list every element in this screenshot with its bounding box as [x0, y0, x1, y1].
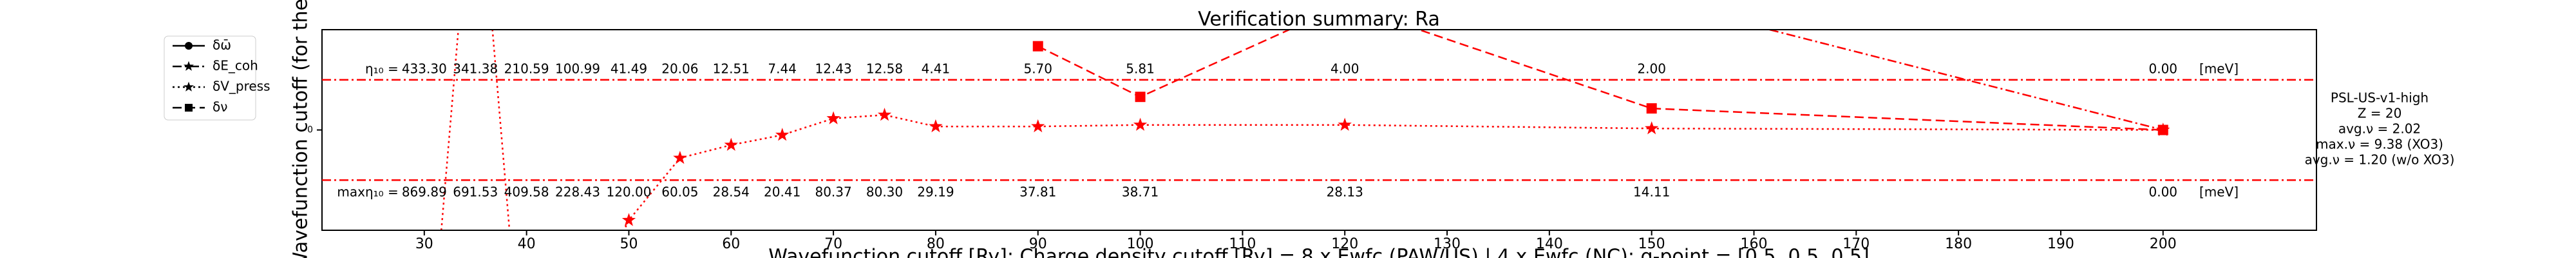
legend-label: δV_press [213, 79, 270, 94]
data-point [775, 128, 790, 141]
x-tick-label: 140 [1536, 236, 1563, 252]
annotation-value: 5.70 [1023, 61, 1052, 77]
info-text: Z = 20 [2358, 106, 2402, 121]
annotation-value: 5.81 [1126, 61, 1155, 77]
annotation-value: 80.37 [815, 184, 851, 200]
annotation-value: 80.30 [866, 184, 903, 200]
x-tick-label: 120 [1331, 236, 1358, 252]
x-tick-label: 150 [1638, 236, 1665, 252]
annotation-value: 0.00 [2149, 184, 2178, 200]
annotation-value: 409.58 [504, 184, 549, 200]
legend-box [164, 35, 256, 121]
series-line [1766, 30, 2164, 131]
annotation-value: 4.41 [922, 61, 951, 77]
annotation-value: 433.30 [402, 61, 447, 77]
x-tick-label: 70 [824, 236, 842, 252]
annotation-prefix: η₁₀ = [365, 61, 399, 77]
annotation-value: 2.00 [1637, 61, 1666, 77]
data-point [1338, 117, 1352, 131]
x-tick-label: 50 [620, 236, 638, 252]
data-point [1133, 117, 1148, 131]
chart-title: Verification summary: Ra [1198, 8, 1440, 31]
info-text: avg.ν = 2.02 [2338, 121, 2421, 137]
data-point [826, 111, 840, 124]
x-tick-label: 160 [1740, 236, 1767, 252]
x-tick-label: 190 [2047, 236, 2074, 252]
data-point [1032, 41, 1043, 52]
annotation-value: 37.81 [1019, 184, 1056, 200]
annotation-value: 691.53 [453, 184, 498, 200]
x-tick-label: 30 [415, 236, 433, 252]
plot-area [440, 0, 2170, 230]
data-point [1645, 0, 1658, 5]
x-tick-label: 100 [1127, 236, 1154, 252]
data-point [1646, 103, 1657, 114]
annotation-value: 12.58 [866, 61, 903, 77]
legend-marker [185, 42, 193, 50]
annotation-value: 60.05 [661, 184, 698, 200]
x-tick-label: 180 [1945, 236, 1972, 252]
annotation-value: 7.44 [768, 61, 797, 77]
annotation-value: 20.06 [661, 61, 698, 77]
annotation-value: 0.00 [2149, 61, 2178, 77]
y-axis-label: Wavefunction cutoff (for the SSSP [290, 0, 312, 258]
annotation-value: 28.13 [1327, 184, 1363, 200]
x-tick-label: 110 [1229, 236, 1256, 252]
annotation-value: 38.71 [1122, 184, 1159, 200]
annotation-value: 12.51 [713, 61, 750, 77]
annotation-value: 29.19 [917, 184, 954, 200]
annotation-value: 341.38 [453, 61, 498, 77]
annotation-unit: [meV] [2199, 61, 2239, 77]
annotation-value: 869.89 [402, 184, 447, 200]
annotation-value: 228.43 [555, 184, 600, 200]
legend-marker [184, 61, 194, 71]
annotation-value: 100.99 [555, 61, 600, 77]
y-tick-label: 0 [307, 125, 313, 135]
x-tick-label: 60 [722, 236, 740, 252]
x-tick-label: 200 [2150, 236, 2177, 252]
x-tick-label: 130 [1434, 236, 1461, 252]
annotation-value: 210.59 [504, 61, 549, 77]
annotation-value: 120.00 [606, 184, 651, 200]
x-tick-label: 170 [1842, 236, 1870, 252]
x-axis-label: Wavefunction cutoff [Ry]; Charge density… [768, 246, 1870, 258]
info-text: avg.ν = 1.20 (w/o XO3) [2305, 152, 2455, 168]
data-point [1135, 92, 1146, 103]
x-tick-label: 80 [927, 236, 945, 252]
data-point [724, 137, 738, 151]
x-tick-label: 90 [1029, 236, 1047, 252]
legend-label: δν [213, 99, 227, 115]
data-point [673, 150, 687, 164]
axes-frame [321, 29, 2317, 231]
legend-marker [185, 104, 193, 112]
legend-label: δE_coh [213, 58, 258, 74]
data-point [2157, 124, 2168, 135]
data-point [929, 119, 943, 133]
x-tick-label: 40 [518, 236, 536, 252]
data-point [877, 108, 892, 121]
annotation-value: 4.00 [1331, 61, 1359, 77]
data-point [621, 213, 636, 226]
annotation-unit: [meV] [2199, 184, 2239, 200]
legend-marker [184, 81, 194, 92]
info-text: max.ν = 9.38 (XO3) [2316, 137, 2443, 152]
legend-label: δω̄ [213, 37, 231, 53]
annotation-value: 20.41 [764, 184, 800, 200]
annotation-value: 14.11 [1633, 184, 1670, 200]
annotation-value: 28.54 [713, 184, 750, 200]
data-point [1645, 121, 1659, 135]
annotation-value: 12.43 [815, 61, 851, 77]
data-point [1031, 119, 1045, 133]
series-line [440, 30, 2163, 230]
annotation-prefix: maxη₁₀ = [337, 184, 398, 200]
annotation-value: 41.49 [611, 61, 647, 77]
info-text: PSL-US-v1-high [2331, 90, 2429, 106]
